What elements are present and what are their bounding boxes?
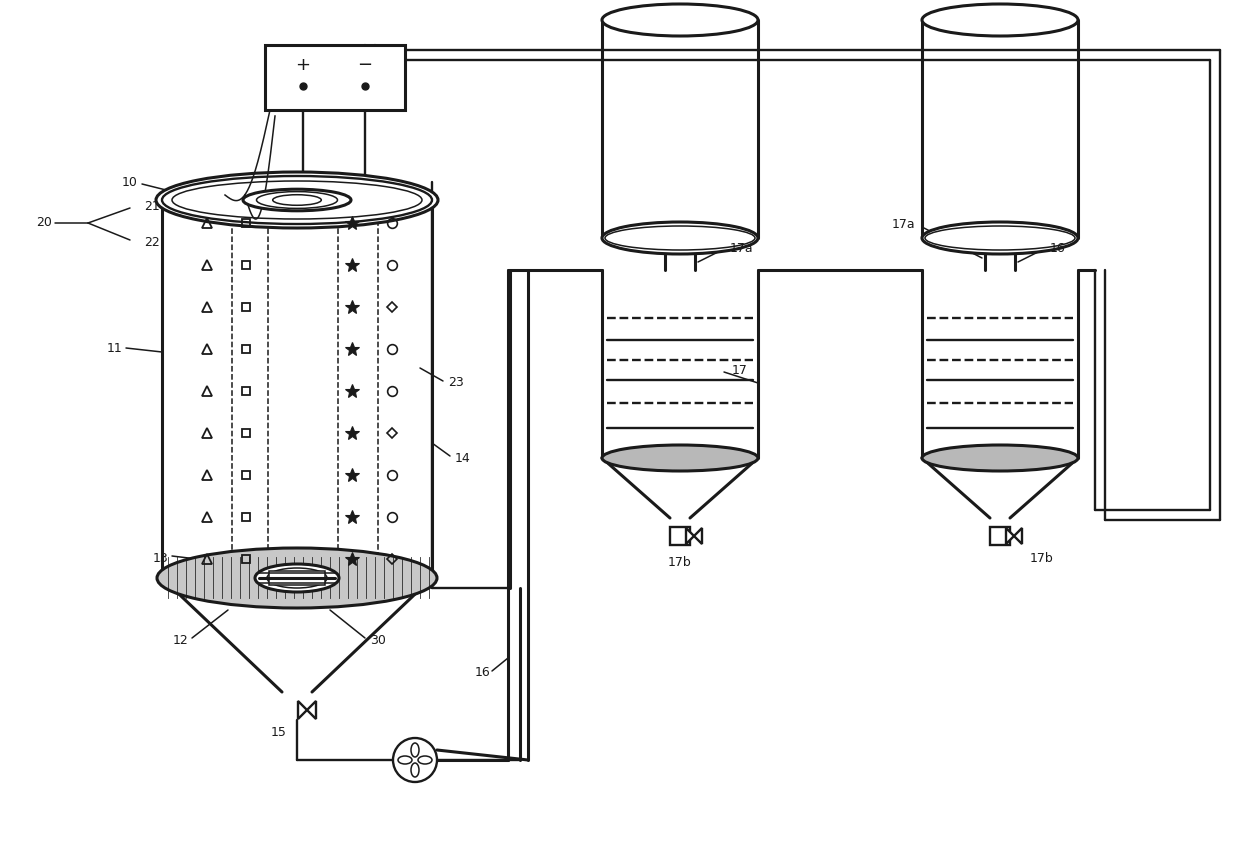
Ellipse shape xyxy=(393,738,436,782)
Text: 10: 10 xyxy=(122,176,138,189)
Bar xyxy=(990,527,1011,545)
Text: 17a: 17a xyxy=(892,219,915,232)
Ellipse shape xyxy=(243,189,351,211)
Text: 12: 12 xyxy=(172,634,188,647)
Ellipse shape xyxy=(257,192,337,208)
Polygon shape xyxy=(1006,528,1014,544)
Text: 13: 13 xyxy=(153,551,167,564)
Ellipse shape xyxy=(157,548,436,608)
Text: +: + xyxy=(295,56,310,74)
Text: 11: 11 xyxy=(107,341,122,354)
Text: 30: 30 xyxy=(370,634,386,647)
Ellipse shape xyxy=(923,445,1078,471)
Bar xyxy=(269,571,325,585)
Ellipse shape xyxy=(410,763,419,777)
Bar xyxy=(670,527,689,545)
Polygon shape xyxy=(686,528,694,544)
Text: 21: 21 xyxy=(144,200,160,213)
Text: 17b: 17b xyxy=(1030,551,1054,564)
Text: 15: 15 xyxy=(272,726,286,739)
Ellipse shape xyxy=(156,172,438,228)
Polygon shape xyxy=(298,701,308,719)
Ellipse shape xyxy=(172,181,422,219)
Text: 17b: 17b xyxy=(668,556,692,569)
Text: 14: 14 xyxy=(455,451,471,464)
Text: 16: 16 xyxy=(474,667,490,680)
Text: 17: 17 xyxy=(732,364,748,377)
Text: 17a: 17a xyxy=(730,241,754,254)
Ellipse shape xyxy=(255,564,339,592)
Ellipse shape xyxy=(267,568,327,588)
Ellipse shape xyxy=(162,176,432,224)
Ellipse shape xyxy=(410,743,419,757)
Bar xyxy=(265,45,405,110)
Ellipse shape xyxy=(605,226,755,250)
Ellipse shape xyxy=(923,4,1078,36)
Text: −: − xyxy=(357,56,372,74)
Ellipse shape xyxy=(601,222,758,254)
Text: 23: 23 xyxy=(448,377,464,390)
Ellipse shape xyxy=(398,756,412,764)
Ellipse shape xyxy=(273,194,321,205)
Polygon shape xyxy=(694,528,702,544)
Ellipse shape xyxy=(925,226,1075,250)
Ellipse shape xyxy=(601,445,758,471)
Text: 22: 22 xyxy=(144,235,160,248)
Ellipse shape xyxy=(601,4,758,36)
Polygon shape xyxy=(1014,528,1022,544)
Ellipse shape xyxy=(923,222,1078,254)
Polygon shape xyxy=(308,701,316,719)
Ellipse shape xyxy=(418,756,432,764)
Text: 16: 16 xyxy=(1050,241,1065,254)
Text: 20: 20 xyxy=(36,216,52,229)
